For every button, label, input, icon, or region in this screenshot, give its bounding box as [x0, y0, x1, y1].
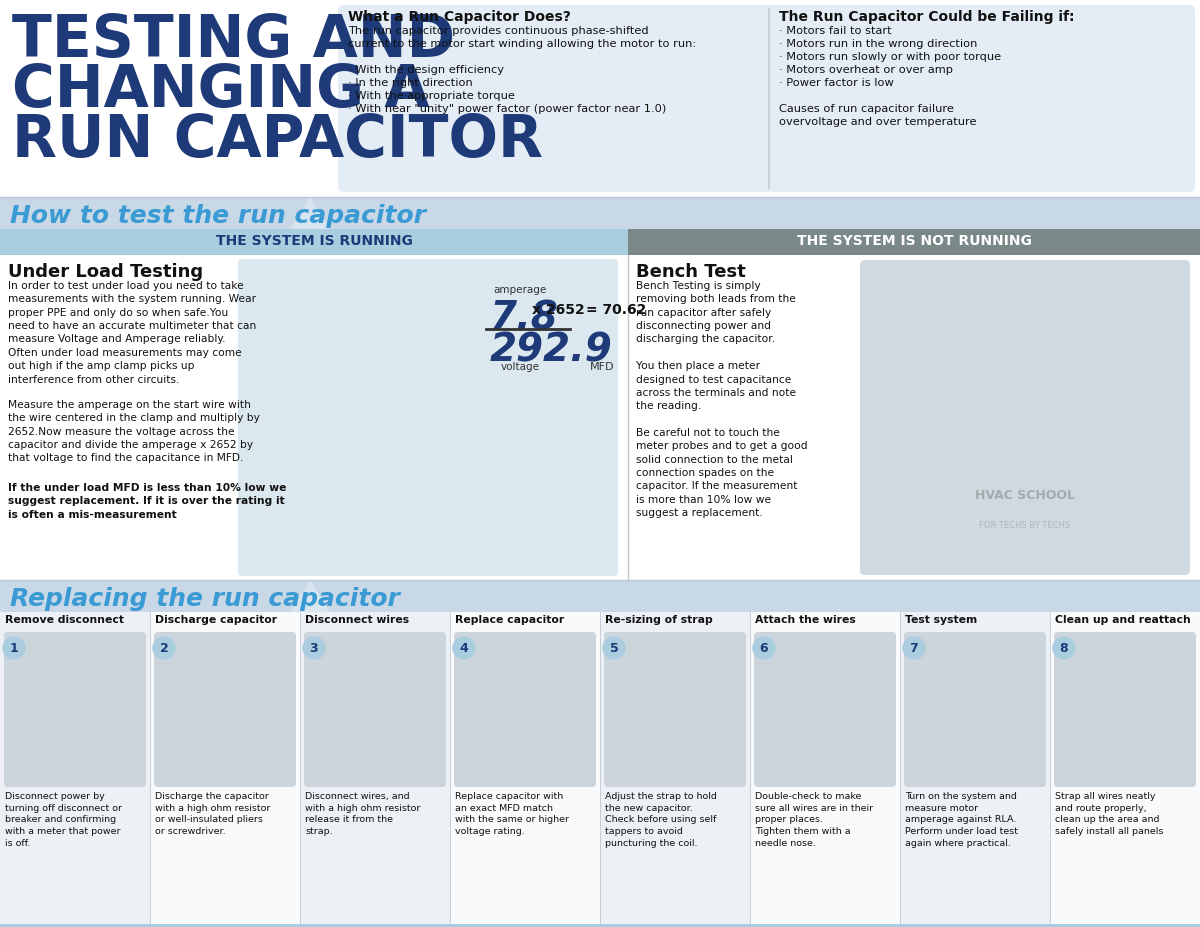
Text: 7.8: 7.8: [490, 299, 559, 337]
Text: Re-sizing of strap: Re-sizing of strap: [605, 615, 713, 625]
Bar: [0, 612, 1200, 927]
Bar: [0, 0, 1200, 197]
Text: 6: 6: [760, 641, 768, 654]
Text: amperage: amperage: [493, 285, 547, 295]
Bar: [600, 612, 750, 927]
Bar: [628, 229, 1200, 255]
Text: MFD: MFD: [590, 362, 614, 372]
Text: Test system: Test system: [905, 615, 977, 625]
FancyBboxPatch shape: [238, 259, 618, 576]
Bar: [900, 612, 1050, 927]
Text: Adjust the strap to hold
the new capacitor.
Check before using self
tappers to a: Adjust the strap to hold the new capacit…: [605, 792, 716, 847]
Bar: [768, 8, 770, 189]
FancyBboxPatch shape: [304, 632, 446, 787]
Text: If the under load MFD is less than 10% low we
suggest replacement. If it is over: If the under load MFD is less than 10% l…: [8, 483, 287, 520]
Text: What a Run Capacitor Does?: What a Run Capacitor Does?: [348, 10, 571, 24]
Text: Measure the amperage on the start wire with
the wire centered in the clamp and m: Measure the amperage on the start wire w…: [8, 400, 260, 464]
Text: CHANGING A: CHANGING A: [12, 62, 430, 119]
Text: 1: 1: [10, 641, 18, 654]
Text: Bench Test: Bench Test: [636, 263, 745, 281]
Text: Disconnect wires: Disconnect wires: [305, 615, 409, 625]
FancyBboxPatch shape: [154, 632, 296, 787]
Text: Under Load Testing: Under Load Testing: [8, 263, 203, 281]
Text: Attach the wires: Attach the wires: [755, 615, 856, 625]
Text: 2: 2: [160, 641, 168, 654]
Bar: [0, 229, 628, 255]
FancyBboxPatch shape: [4, 632, 146, 787]
Text: Replace capacitor: Replace capacitor: [455, 615, 564, 625]
Text: 8: 8: [1060, 641, 1068, 654]
Text: Discharge capacitor: Discharge capacitor: [155, 615, 277, 625]
Text: 292.9: 292.9: [490, 332, 613, 370]
Text: voltage: voltage: [500, 362, 540, 372]
Circle shape: [604, 637, 625, 659]
FancyBboxPatch shape: [338, 5, 1195, 192]
Bar: [0, 612, 150, 927]
Bar: [0, 255, 1200, 580]
Text: RUN CAPACITOR: RUN CAPACITOR: [12, 112, 542, 169]
Circle shape: [2, 637, 25, 659]
Text: 3: 3: [310, 641, 318, 654]
Text: Replacing the run capacitor: Replacing the run capacitor: [10, 587, 400, 611]
Circle shape: [302, 637, 325, 659]
Circle shape: [904, 637, 925, 659]
FancyBboxPatch shape: [904, 632, 1046, 787]
Circle shape: [1054, 637, 1075, 659]
Text: TESTING AND: TESTING AND: [12, 12, 455, 69]
Text: The Run Capacitor Could be Failing if:: The Run Capacitor Could be Failing if:: [779, 10, 1074, 24]
Polygon shape: [290, 197, 330, 229]
Text: 7: 7: [910, 641, 918, 654]
Bar: [1050, 612, 1200, 927]
FancyBboxPatch shape: [454, 632, 596, 787]
Text: Strap all wires neatly
and route properly,
clean up the area and
safely install : Strap all wires neatly and route properl…: [1055, 792, 1163, 836]
Text: Turn on the system and
measure motor
amperage against RLA.
Perform under load te: Turn on the system and measure motor amp…: [905, 792, 1018, 847]
Text: THE SYSTEM IS NOT RUNNING: THE SYSTEM IS NOT RUNNING: [797, 234, 1032, 248]
Text: The run capacitor provides continuous phase-shifted
current to the motor start w: The run capacitor provides continuous ph…: [348, 26, 696, 114]
Text: = 70.62: = 70.62: [586, 303, 647, 317]
FancyBboxPatch shape: [1054, 632, 1196, 787]
FancyBboxPatch shape: [754, 632, 896, 787]
Text: · Motors fail to start
· Motors run in the wrong direction
· Motors run slowly o: · Motors fail to start · Motors run in t…: [779, 26, 1001, 127]
Polygon shape: [290, 580, 330, 612]
Text: THE SYSTEM IS RUNNING: THE SYSTEM IS RUNNING: [216, 234, 413, 248]
FancyBboxPatch shape: [604, 632, 746, 787]
Bar: [750, 612, 900, 927]
Bar: [0, 197, 1200, 229]
Text: FOR TECHS BY TECHS: FOR TECHS BY TECHS: [979, 522, 1070, 530]
Circle shape: [754, 637, 775, 659]
Bar: [150, 612, 300, 927]
Text: In order to test under load you need to take
measurements with the system runnin: In order to test under load you need to …: [8, 281, 257, 385]
Text: 5: 5: [610, 641, 618, 654]
Bar: [300, 612, 450, 927]
FancyBboxPatch shape: [860, 260, 1190, 575]
Bar: [0, 924, 1200, 927]
Text: Bench Testing is simply
removing both leads from the
run capacitor after safely
: Bench Testing is simply removing both le…: [636, 281, 808, 518]
Text: Discharge the capacitor
with a high ohm resistor
or well-insulated pliers
or scr: Discharge the capacitor with a high ohm …: [155, 792, 270, 836]
Text: Disconnect power by
turning off disconnect or
breaker and confirming
with a mete: Disconnect power by turning off disconne…: [5, 792, 122, 847]
Bar: [0, 580, 1200, 612]
Text: Double-check to make
sure all wires are in their
proper places.
Tighten them wit: Double-check to make sure all wires are …: [755, 792, 874, 847]
Text: Remove disconnect: Remove disconnect: [5, 615, 124, 625]
Text: 4: 4: [460, 641, 468, 654]
Bar: [450, 612, 600, 927]
Text: Clean up and reattach: Clean up and reattach: [1055, 615, 1190, 625]
Text: Disconnect wires, and
with a high ohm resistor
release it from the
strap.: Disconnect wires, and with a high ohm re…: [305, 792, 420, 836]
Circle shape: [154, 637, 175, 659]
Text: Replace capacitor with
an exact MFD match
with the same or higher
voltage rating: Replace capacitor with an exact MFD matc…: [455, 792, 569, 836]
Circle shape: [454, 637, 475, 659]
Text: HVAC SCHOOL: HVAC SCHOOL: [974, 489, 1075, 502]
Text: x 2652: x 2652: [532, 303, 584, 317]
Text: How to test the run capacitor: How to test the run capacitor: [10, 204, 426, 228]
